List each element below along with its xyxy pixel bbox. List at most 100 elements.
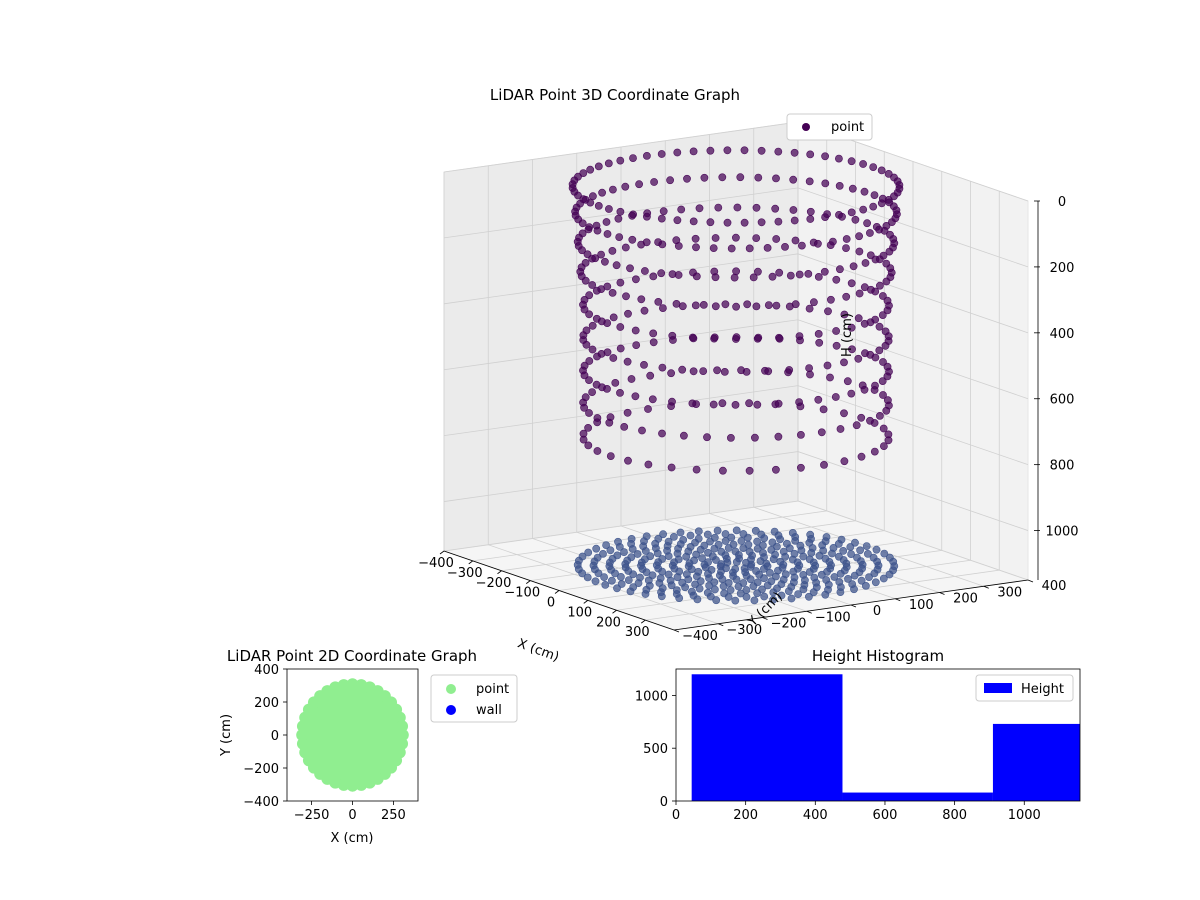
y-tick-label-3d: 0 [873,604,881,619]
point-3d [860,319,869,328]
point-3d [734,582,743,591]
point-3d [882,221,891,230]
point-3d [705,574,713,582]
point-3d [609,354,618,362]
point-3d [694,527,703,536]
point-3d [584,441,593,450]
point-3d [799,585,808,594]
point-3d [629,570,637,579]
point-3d [819,405,828,414]
point-3d [753,544,762,553]
point-3d [872,545,881,554]
point-3d [648,395,657,404]
point-3d [649,329,658,338]
x-tick-label-histogram: 1000 [1008,808,1041,823]
point-3d [870,191,879,199]
grid-h-line [443,187,1029,268]
point-3d [732,558,741,566]
point-3d [854,314,863,323]
point-3d [622,292,630,301]
point-3d [641,590,650,598]
point-3d [692,465,701,474]
point-3d [824,307,832,316]
point-3d [753,334,762,343]
point-3d [581,276,590,285]
point-3d [632,275,640,284]
x-tick-label-3d: 200 [596,615,621,630]
point-3d [764,301,773,309]
point-3d [739,544,748,552]
point-3d [649,338,658,347]
point-3d [836,588,845,596]
point-3d [593,447,602,455]
point-3d [709,244,718,252]
y-tick-3d [806,610,812,614]
point-3d [764,367,773,376]
point-3d [769,555,778,564]
legend-label-height: Height [1021,682,1064,697]
point-3d [857,452,866,461]
point-3d [691,301,700,310]
point-3d [881,341,890,350]
point-3d [752,234,761,242]
point-2d [337,679,350,692]
y-tick-3d [673,629,680,633]
point-3d [745,466,754,475]
x-tick-label-histogram: 200 [733,808,758,823]
point-3d [706,537,714,546]
point-3d [842,244,850,252]
point-3d [624,309,632,318]
point-3d [806,370,814,379]
point-3d [608,576,616,585]
point-3d [832,275,841,284]
point-3d [574,191,582,200]
point-3d [769,595,778,604]
x-tick-label-2d: 0 [348,808,356,823]
point-3d [585,291,594,300]
point-3d [754,173,763,182]
point-3d [875,322,884,331]
point-3d [720,367,729,376]
point-3d [604,159,613,168]
point-3d [861,259,870,267]
point-3d [712,596,721,605]
point-3d [871,578,880,587]
x-tick-3d [612,609,617,614]
point-3d [866,416,874,425]
point-3d [680,431,688,440]
point-3d [724,593,733,601]
point-3d [594,201,603,210]
point-3d [805,304,814,313]
point-3d [733,203,742,212]
x-tick-label-histogram: 400 [803,808,828,823]
z-tick-label-3d: 0 [1058,195,1066,210]
point-3d [865,573,873,581]
point-3d [673,573,682,582]
point-3d [832,341,841,350]
point-3d [750,596,759,605]
point-3d [757,146,766,155]
point-3d [875,225,883,234]
grid-y-line [487,165,719,625]
grid-y-line [664,140,896,600]
point-3d [814,395,823,404]
point-3d [631,326,640,335]
point-3d [883,372,892,381]
point-3d [710,334,718,343]
point-3d [775,333,783,342]
point-3d [849,262,858,271]
point-3d [713,366,721,375]
point-3d [711,234,720,242]
point-3d [859,205,868,214]
point-3d [603,384,611,393]
point-3d [790,148,799,157]
point-3d [585,310,593,319]
point-3d [634,579,643,587]
point-3d [835,210,843,219]
y-tick-label-3d: 400 [1042,579,1067,594]
point-3d [862,582,870,590]
point-3d [609,313,618,322]
point-3d [890,192,898,201]
point-3d [657,269,666,278]
